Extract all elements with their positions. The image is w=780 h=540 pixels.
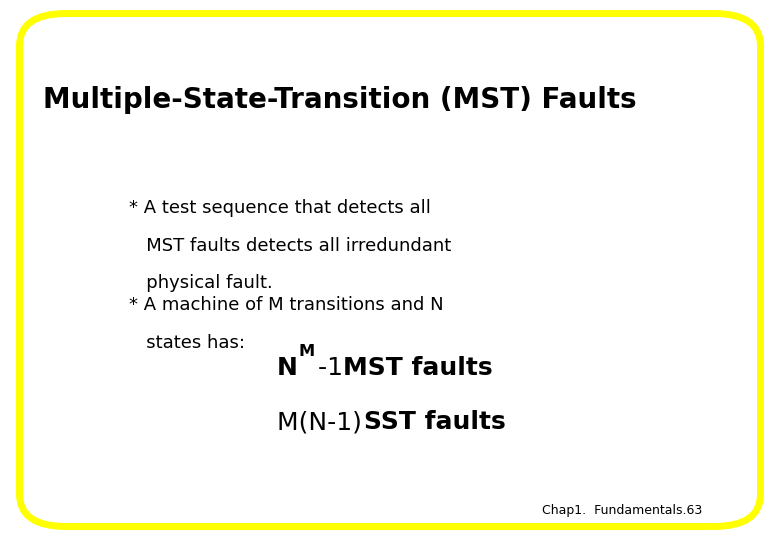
Text: N: N <box>277 356 298 380</box>
FancyBboxPatch shape <box>20 14 760 526</box>
Text: M(N-1): M(N-1) <box>277 410 370 434</box>
Text: MST faults: MST faults <box>343 356 493 380</box>
Text: -1: -1 <box>318 356 351 380</box>
Text: * A test sequence that detects all: * A test sequence that detects all <box>129 199 431 217</box>
Text: states has:: states has: <box>129 334 245 352</box>
Text: M: M <box>299 345 315 360</box>
Text: Multiple-State-Transition (MST) Faults: Multiple-State-Transition (MST) Faults <box>43 86 636 114</box>
Text: * A machine of M transitions and N: * A machine of M transitions and N <box>129 296 443 314</box>
Text: Chap1.  Fundamentals.63: Chap1. Fundamentals.63 <box>542 504 702 517</box>
Text: SST faults: SST faults <box>364 410 506 434</box>
Text: MST faults detects all irredundant: MST faults detects all irredundant <box>129 237 451 255</box>
Text: physical fault.: physical fault. <box>129 274 272 293</box>
